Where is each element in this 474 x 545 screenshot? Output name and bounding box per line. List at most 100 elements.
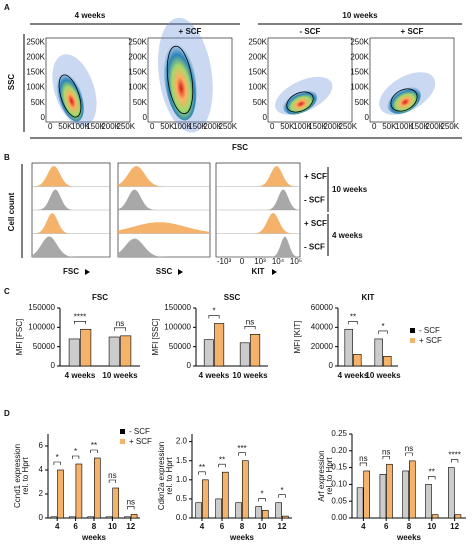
sig-bracket (359, 462, 367, 466)
x-tick-label: 200K (425, 122, 444, 131)
bar (69, 516, 76, 519)
sig-bracket (113, 327, 127, 331)
x-tick-label: 4 weeks (199, 371, 230, 380)
sig-label: * (212, 307, 215, 316)
x-tick-label: 200K (203, 122, 222, 131)
x-tick-label: 10 weeks (365, 371, 401, 380)
y-tick-label: 50K (31, 98, 46, 107)
sig-label: ns (116, 319, 124, 328)
axis-label: Ccnd1 expression (13, 444, 22, 508)
y-tick-label: 50000 (169, 342, 192, 351)
axis-label: rel. to Hprt (165, 457, 174, 495)
bar (105, 516, 113, 519)
x-tick-label: 10 (258, 522, 267, 531)
y-tick-label: 150K (26, 68, 45, 77)
plot-frame (45, 37, 131, 123)
axis-arrow (178, 269, 183, 275)
sig-bracket (378, 330, 388, 334)
x-tick-label: 6 (73, 522, 78, 531)
legend-swatch (410, 328, 415, 333)
x-tick-label: 10 (427, 522, 436, 531)
x-tick-label: 6 (220, 522, 225, 531)
axis-label: SSC (7, 74, 16, 91)
y-tick-label: 0 (51, 361, 56, 370)
x-tick-label: 12 (126, 522, 135, 531)
bar (363, 470, 371, 519)
sig-label: ** (199, 463, 205, 472)
axis-label: MFI [FSC] (15, 319, 24, 355)
sig-label: ns (246, 317, 254, 326)
x-tick-label: 150K (308, 122, 327, 131)
sig-label: ** (350, 312, 356, 321)
bar (386, 463, 393, 519)
sig-label: **** (448, 451, 460, 460)
y-tick-label: 0 (143, 113, 148, 122)
y-tick-label: 0 (329, 361, 334, 370)
y-tick-label: 100K (128, 83, 147, 92)
x-tick-label: 4 (200, 522, 205, 531)
axis-arrow (85, 269, 90, 275)
x-tick-label: 10 weeks (232, 371, 268, 380)
sig-label: * (260, 490, 263, 499)
y-tick-label: 100K (350, 83, 369, 92)
bar (356, 487, 364, 519)
sig-bracket (382, 455, 390, 460)
bar (214, 323, 225, 367)
x-tick-label: 4 weeks (65, 371, 96, 380)
y-tick-label: 250K (248, 37, 267, 46)
axis-label: weeks (396, 533, 422, 542)
bar (242, 460, 249, 519)
sig-label: ns (359, 454, 367, 463)
sig-label: ** (91, 441, 97, 450)
bar (222, 471, 229, 519)
sig-bracket (348, 320, 358, 325)
bar (454, 514, 462, 519)
axis-label: SSC (156, 267, 173, 276)
sig-bracket (258, 498, 266, 502)
group-label: 4 weeks (332, 231, 363, 240)
bar (124, 516, 131, 519)
sig-label: * (56, 453, 59, 462)
histogram (216, 236, 300, 257)
bar (202, 479, 209, 519)
legend-swatch (120, 429, 125, 434)
bar (379, 474, 387, 519)
x-tick-label: -10³ (217, 257, 232, 266)
y-tick-label: 250K (350, 37, 369, 46)
bar (235, 502, 242, 519)
x-tick-label: 8 (407, 522, 412, 531)
y-tick-label: 0 (263, 113, 268, 122)
bar (425, 484, 432, 519)
histogram (32, 189, 110, 210)
sig-label: * (280, 486, 283, 495)
sig-bracket (218, 463, 226, 468)
bar (112, 487, 119, 519)
axis-label: FSC (63, 267, 79, 276)
histogram (32, 166, 110, 187)
y-tick-label: 100000 (28, 322, 55, 331)
x-tick-label: 150K (86, 122, 105, 131)
y-tick-label: 100K (248, 83, 267, 92)
y-tick-label: 150000 (28, 303, 55, 312)
histogram (118, 189, 210, 210)
axis-label: MFI [SSC] (151, 319, 160, 356)
x-tick-label: 250K (116, 122, 135, 131)
sig-label: ns (382, 447, 390, 456)
sig-bracket (208, 315, 220, 319)
y-tick-label: 150K (350, 68, 369, 77)
chart-title: SSC (224, 293, 241, 302)
x-tick-label: 8 (92, 522, 97, 531)
axis-label: Cdkn2a expression (157, 442, 166, 510)
bar (374, 338, 383, 367)
axis-label: Arf expression (317, 450, 326, 501)
legend-label: - SCF (129, 427, 150, 436)
sig-bracket (244, 325, 256, 330)
histogram (32, 213, 110, 234)
y-tick-label: 150K (128, 68, 147, 77)
sig-bracket (72, 455, 80, 459)
x-tick-label: 12 (450, 522, 459, 531)
y-tick-label: 60000 (311, 303, 334, 312)
x-tick-label: 4 (55, 522, 60, 531)
chart-title: KIT (362, 293, 375, 302)
bar (215, 498, 222, 519)
